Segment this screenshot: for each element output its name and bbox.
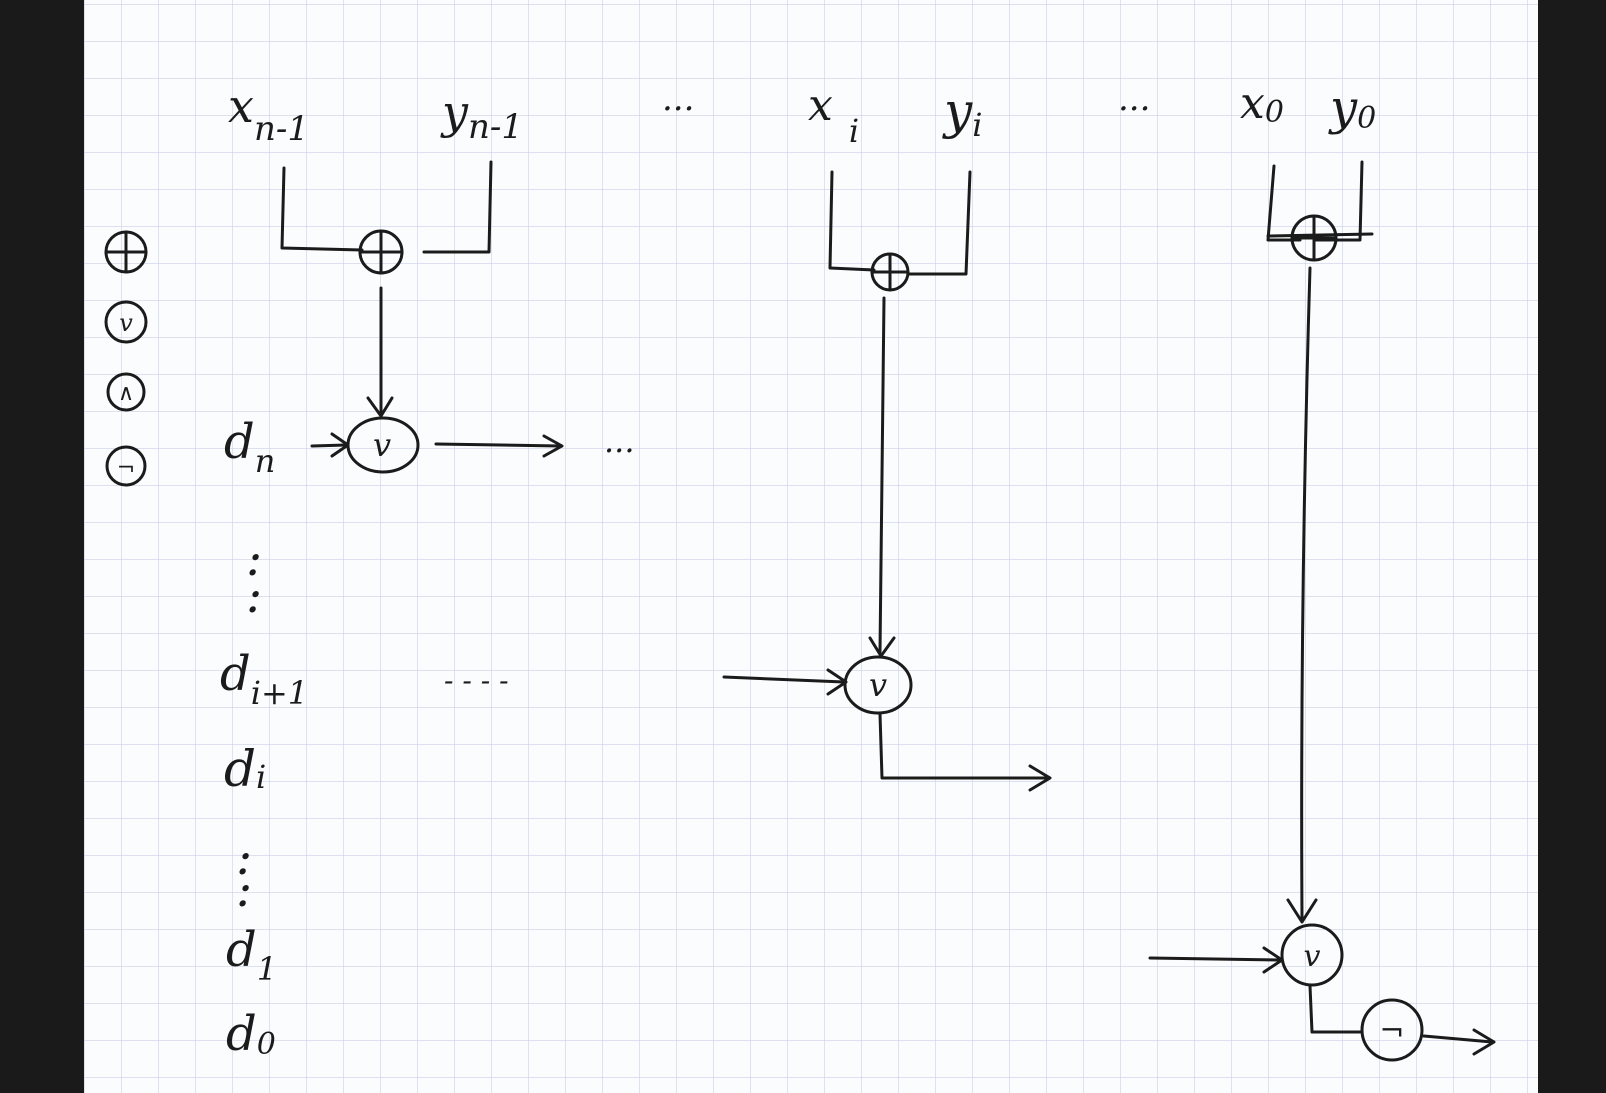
label-d-i-plus-1: di+1 — [220, 646, 308, 712]
wire-dn-to-or — [310, 443, 348, 448]
arrowhead-right-i-out — [1028, 764, 1052, 792]
arrowhead-right-not-out — [1472, 1028, 1496, 1056]
or-gate-i-plus-1: v — [843, 655, 913, 715]
label-y-n-minus-1: yn-1 — [440, 85, 523, 147]
arrowhead-right-dn — [330, 432, 350, 458]
vdots-upper-2: : — [246, 568, 262, 624]
output-labels: dn : : di+1 di : : d1 d0 — [220, 414, 308, 1062]
arrowhead-right-n-out — [542, 434, 564, 458]
xor-gate-0 — [1290, 214, 1338, 262]
wire-or-1-to-not — [1308, 984, 1364, 1034]
label-x-n-minus-1: xn-1 — [228, 79, 309, 149]
legend-xor-icon — [104, 230, 148, 274]
svg-text:v: v — [1304, 939, 1321, 974]
label-d-1: d1 — [226, 922, 277, 988]
wire-xor-i-to-or — [878, 296, 886, 654]
wire-into-or-1 — [1148, 956, 1282, 962]
grid-pattern — [84, 0, 1538, 1093]
wire-into-or-i-plus-1 — [722, 675, 846, 684]
dashes-i-plus-1: - - - - — [444, 664, 509, 697]
wire-not-out — [1422, 1034, 1494, 1044]
wire-xor-0-to-or — [1300, 266, 1312, 920]
label-d-n: dn — [224, 414, 275, 480]
legend-or-icon: v — [104, 300, 148, 344]
dots-after-dn: ... — [604, 422, 635, 460]
vdots-lower-2: : — [236, 862, 252, 918]
arrowhead-down-0 — [1286, 898, 1318, 924]
dots-between-inputs-1: ... — [662, 79, 694, 119]
column-0: v ¬ — [1148, 160, 1496, 1062]
xor-gate-i — [870, 252, 910, 292]
label-d-0: d0 — [226, 1006, 276, 1062]
legend-and-label: ∧ — [118, 381, 134, 406]
svg-text:¬: ¬ — [1379, 1014, 1404, 1049]
arrowhead-right-or-1 — [1262, 946, 1284, 974]
wire-x-n-minus-1 — [280, 166, 364, 252]
legend: v ∧ ¬ — [104, 230, 148, 487]
label-y-0: y0 — [1328, 80, 1376, 136]
svg-text:v: v — [869, 666, 887, 704]
vdots-upper: : — [246, 531, 262, 587]
label-y-i: yi — [942, 82, 982, 144]
wire-or-n-out — [434, 442, 562, 448]
dots-between-inputs-2: ... — [1118, 79, 1150, 119]
wire-x-i — [828, 170, 876, 272]
label-x-0: x0 — [1240, 78, 1284, 130]
legend-or-label: v — [119, 309, 133, 337]
wire-y-n-minus-1 — [422, 160, 493, 254]
arrowhead-down-n — [366, 396, 394, 418]
or-gate-1: v — [1280, 923, 1344, 987]
column-i: v - - - - — [444, 170, 1052, 792]
wire-or-i-out — [878, 712, 1048, 780]
legend-not-label: ¬ — [117, 456, 135, 481]
legend-and-icon: ∧ — [106, 372, 146, 412]
vdots-lower: : — [236, 830, 252, 886]
label-d-i: di — [224, 740, 266, 798]
wire-crossbar-0 — [1266, 232, 1374, 238]
svg-text:v: v — [373, 426, 391, 464]
arrowhead-right-i-plus-1 — [826, 668, 848, 696]
wire-y-0 — [1314, 160, 1364, 242]
wire-y-i — [906, 170, 972, 276]
wire-x-0 — [1266, 164, 1302, 242]
legend-not-icon: ¬ — [105, 445, 147, 487]
column-n-minus-1: v ... — [280, 160, 635, 474]
not-gate-0: ¬ — [1360, 998, 1424, 1062]
xor-gate-n-minus-1 — [358, 229, 404, 275]
